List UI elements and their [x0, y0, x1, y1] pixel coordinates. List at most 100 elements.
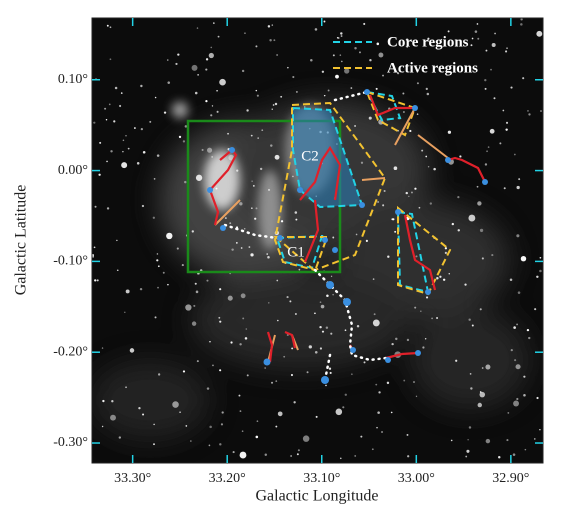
star [377, 411, 380, 414]
star [167, 283, 169, 286]
star [264, 453, 268, 456]
star [481, 257, 484, 260]
star [219, 78, 226, 86]
star [228, 154, 235, 161]
star [93, 246, 96, 249]
star [241, 430, 244, 432]
star [206, 147, 213, 153]
star [208, 444, 211, 447]
star [176, 247, 179, 250]
star [116, 269, 119, 272]
star [290, 455, 292, 457]
star [382, 74, 384, 77]
star [129, 348, 135, 353]
star [154, 96, 157, 99]
star [512, 453, 516, 456]
star [369, 58, 372, 62]
star [391, 342, 394, 346]
star [484, 87, 487, 90]
star [325, 326, 329, 329]
star [113, 120, 116, 123]
star [516, 397, 519, 401]
star [471, 324, 474, 327]
star [191, 230, 194, 233]
star [426, 92, 430, 96]
star [297, 449, 300, 452]
star [354, 47, 357, 50]
star [405, 191, 408, 195]
star [415, 255, 418, 258]
star [269, 39, 272, 42]
star [418, 206, 421, 209]
star [216, 89, 218, 92]
star [344, 68, 350, 74]
star [372, 278, 375, 280]
star [416, 113, 419, 115]
region-label: C1 [287, 244, 305, 260]
star [390, 411, 393, 414]
star [196, 27, 199, 29]
star [255, 89, 258, 92]
star [371, 448, 374, 451]
star [255, 207, 258, 210]
star [289, 300, 292, 303]
star [140, 127, 143, 131]
star [466, 449, 470, 453]
star [109, 26, 112, 29]
star [303, 106, 306, 108]
star [510, 349, 513, 352]
star [457, 195, 460, 199]
star [246, 374, 249, 377]
star [323, 94, 326, 97]
star [149, 120, 152, 123]
plot-frame [91, 17, 544, 464]
star [122, 150, 124, 153]
star [391, 218, 394, 221]
star [360, 161, 364, 164]
star [479, 308, 482, 311]
star [291, 347, 294, 350]
star [302, 435, 310, 442]
star [344, 393, 347, 396]
star [274, 102, 278, 106]
star [523, 393, 526, 397]
star [120, 92, 123, 94]
star [210, 114, 213, 117]
x-tick-label: 33.30° [114, 471, 151, 486]
star [413, 381, 415, 383]
star [138, 407, 141, 410]
star [211, 155, 214, 158]
star [239, 451, 247, 459]
star [314, 350, 318, 354]
star [539, 256, 542, 259]
star [98, 173, 101, 176]
star [479, 228, 484, 233]
star [274, 154, 280, 160]
star [516, 185, 520, 190]
star [221, 411, 224, 414]
star [277, 411, 283, 417]
star [140, 84, 143, 88]
star [341, 60, 343, 63]
star [99, 141, 102, 144]
star [436, 317, 439, 320]
star [376, 426, 378, 429]
star [536, 30, 543, 37]
star [329, 371, 332, 374]
star [408, 195, 410, 198]
star [209, 340, 211, 343]
star [442, 278, 446, 281]
star [422, 346, 425, 349]
x-tick-label: 33.10° [303, 471, 340, 486]
star [514, 359, 517, 362]
star [195, 290, 199, 294]
star [94, 279, 97, 282]
star [509, 278, 513, 282]
star [528, 113, 531, 116]
star [520, 256, 527, 262]
star [212, 364, 214, 367]
y-tick-label: -0.20° [53, 344, 88, 359]
star [227, 295, 233, 301]
star [314, 28, 318, 31]
star [230, 341, 233, 344]
